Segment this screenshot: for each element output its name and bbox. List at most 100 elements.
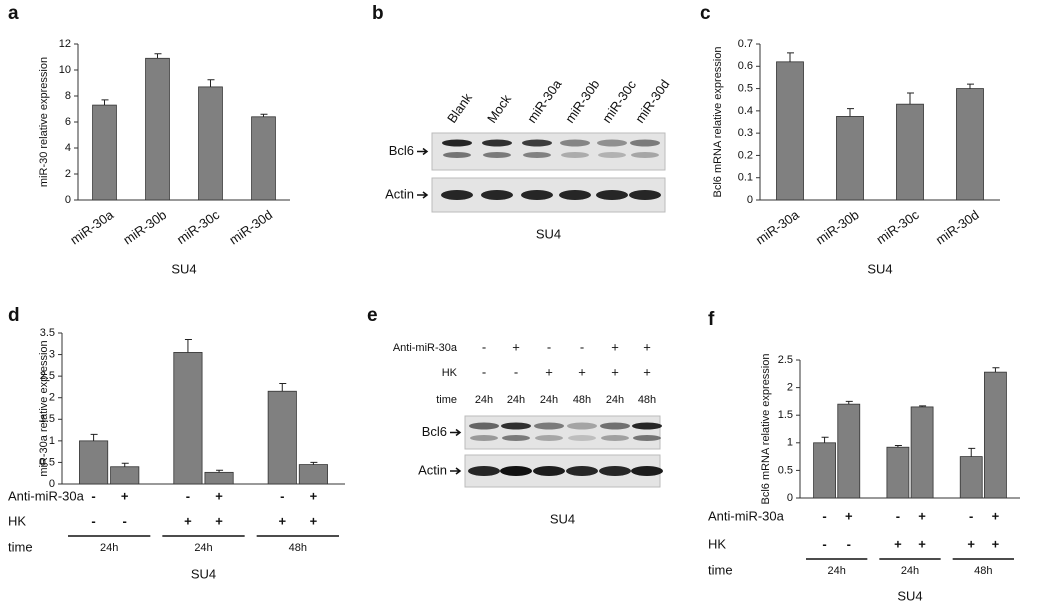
blot-caption: SU4	[536, 226, 561, 241]
condition-value: 24h	[507, 394, 525, 406]
condition-value: 24h	[606, 394, 624, 406]
condition-value: -	[822, 508, 826, 523]
bar	[267, 390, 297, 485]
condition-label: Anti-miR-30a	[8, 488, 85, 503]
condition-label: HK	[708, 536, 726, 551]
condition-value: -	[91, 488, 95, 503]
y-tick-label: 0.5	[738, 82, 753, 94]
condition-value: -	[969, 508, 973, 523]
panel-label: a	[8, 3, 19, 24]
blot-band	[521, 190, 553, 200]
x-tick-label: miR-30a	[67, 207, 116, 248]
blot-band	[523, 152, 551, 158]
y-tick-label: 12	[59, 38, 71, 50]
blot-band	[631, 466, 663, 476]
y-tick-label: 2	[65, 168, 71, 180]
error-bar	[216, 469, 224, 473]
blot-arrow	[450, 428, 462, 437]
bar	[110, 466, 140, 485]
blot-row-label: Bcl6	[422, 424, 447, 439]
condition-value: +	[992, 536, 1000, 551]
error-bar	[968, 447, 976, 457]
group-label: time	[708, 562, 733, 577]
group-value: 48h	[289, 542, 307, 554]
error-bar	[845, 400, 853, 405]
y-tick-label: 1.5	[778, 409, 793, 421]
blot-arrow	[417, 191, 429, 199]
blot-band	[632, 422, 662, 430]
bar	[910, 406, 934, 499]
y-tick-label: 0.3	[738, 127, 753, 139]
blot-band	[501, 422, 531, 430]
condition-value: +	[643, 339, 651, 354]
blot-band	[560, 139, 590, 147]
blot-band	[566, 466, 598, 476]
blot-strip	[431, 132, 666, 171]
x-axis-label: SU4	[191, 566, 216, 581]
condition-value: +	[545, 364, 553, 379]
condition-value: 48h	[573, 394, 591, 406]
condition-label: Anti-miR-30a	[393, 342, 458, 354]
y-tick-label: 2.5	[40, 370, 55, 382]
condition-value: -	[123, 513, 127, 528]
condition-value: +	[845, 508, 853, 523]
condition-value: +	[121, 488, 129, 503]
y-tick-label: 1	[787, 437, 793, 449]
blot-band	[596, 190, 628, 200]
error-bar	[207, 79, 215, 87]
bar	[145, 57, 170, 201]
bar	[173, 352, 203, 485]
blot-band	[561, 152, 589, 158]
group-value: 24h	[901, 565, 919, 577]
condition-value: +	[184, 513, 192, 528]
bar	[836, 116, 864, 201]
condition-value: +	[967, 536, 975, 551]
y-axis-label: miR-30a relative expression	[38, 340, 50, 476]
bar	[198, 86, 223, 201]
y-tick-label: 8	[65, 90, 71, 102]
condition-value: -	[847, 536, 851, 551]
error-bar	[260, 113, 268, 117]
y-tick-label: 0.6	[738, 60, 753, 72]
condition-value: -	[822, 536, 826, 551]
y-tick-label: 0	[49, 478, 55, 490]
blot-band	[442, 139, 472, 147]
panel-label: b	[372, 3, 384, 24]
condition-value: +	[310, 513, 318, 528]
x-axis-label: SU4	[867, 261, 892, 276]
blot-band	[502, 435, 530, 441]
blot-band	[482, 139, 512, 147]
condition-value: +	[310, 488, 318, 503]
blot-band	[597, 139, 627, 147]
blot-band	[535, 435, 563, 441]
x-tick-label: miR-30d	[226, 207, 275, 247]
bar	[886, 446, 910, 499]
error-bar	[919, 405, 927, 407]
y-tick-label: 2	[787, 382, 793, 394]
condition-value: +	[611, 339, 619, 354]
condition-label: Anti-miR-30a	[708, 508, 785, 523]
blot-band	[633, 435, 661, 441]
bar	[984, 371, 1007, 499]
y-tick-label: 3.5	[40, 327, 55, 339]
y-tick-label: 10	[59, 64, 71, 76]
bar	[92, 104, 117, 201]
condition-value: -	[186, 488, 190, 503]
error-bar	[847, 108, 854, 117]
lane-label: miR-30b	[562, 77, 602, 126]
blot-band	[559, 190, 591, 200]
condition-value: +	[992, 508, 1000, 523]
error-bar	[121, 462, 129, 467]
x-tick-label: miR-30b	[120, 207, 169, 247]
error-bar	[992, 367, 1000, 373]
bar	[896, 103, 924, 201]
blot-band	[601, 435, 629, 441]
x-tick-label: miR-30c	[174, 207, 223, 247]
blot-band	[533, 466, 565, 476]
condition-value: +	[611, 364, 619, 379]
y-tick-label: 0	[787, 492, 793, 504]
bar	[959, 456, 983, 499]
error-bar	[967, 83, 974, 89]
x-axis-label: SU4	[171, 261, 196, 276]
group-value: 48h	[974, 565, 992, 577]
